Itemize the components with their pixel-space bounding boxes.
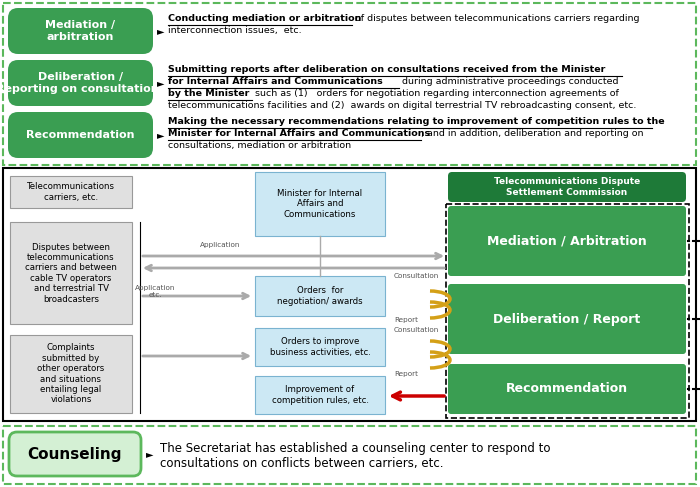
Text: The Secretariat has established a counseling center to respond to
consultations : The Secretariat has established a counse… bbox=[160, 442, 550, 470]
Text: Submitting reports after deliberation on consultations received from the Ministe: Submitting reports after deliberation on… bbox=[168, 65, 606, 74]
Text: Recommendation: Recommendation bbox=[506, 382, 628, 395]
Text: consultations, mediation or arbitration: consultations, mediation or arbitration bbox=[168, 141, 351, 150]
Bar bbox=[10, 222, 132, 324]
Text: such as (1)   orders for negotiation regarding interconnection agreements of: such as (1) orders for negotiation regar… bbox=[252, 89, 619, 98]
FancyBboxPatch shape bbox=[448, 364, 686, 414]
Text: Minister for Internal Affairs and Communications: Minister for Internal Affairs and Commun… bbox=[168, 129, 430, 138]
Text: Report: Report bbox=[394, 317, 418, 323]
FancyBboxPatch shape bbox=[9, 432, 141, 476]
Text: Report: Report bbox=[394, 371, 418, 377]
FancyBboxPatch shape bbox=[8, 112, 153, 158]
Text: for Internal Affairs and Communications: for Internal Affairs and Communications bbox=[168, 77, 383, 86]
Text: Application
etc.: Application etc. bbox=[135, 285, 176, 298]
Bar bbox=[255, 376, 385, 414]
Bar bbox=[255, 172, 385, 236]
FancyBboxPatch shape bbox=[8, 60, 153, 106]
FancyBboxPatch shape bbox=[8, 8, 153, 54]
Text: of disputes between telecommunications carriers regarding: of disputes between telecommunications c… bbox=[352, 14, 640, 23]
Text: ►: ► bbox=[158, 78, 164, 88]
Text: Consultation: Consultation bbox=[394, 273, 440, 279]
Text: Mediation /
arbitration: Mediation / arbitration bbox=[46, 20, 116, 42]
Text: Deliberation /
Reporting on consultations: Deliberation / Reporting on consultation… bbox=[0, 72, 165, 94]
Text: during administrative proceedings conducted: during administrative proceedings conduc… bbox=[399, 77, 619, 86]
Text: Making the necessary recommendations relating to improvement of competition rule: Making the necessary recommendations rel… bbox=[168, 117, 664, 126]
Text: Deliberation / Report: Deliberation / Report bbox=[494, 313, 640, 325]
Text: Counseling: Counseling bbox=[28, 447, 122, 462]
Text: Telecommunications Dispute
Settlement Commission: Telecommunications Dispute Settlement Co… bbox=[494, 177, 640, 197]
Text: interconnection issues,  etc.: interconnection issues, etc. bbox=[168, 26, 302, 35]
FancyBboxPatch shape bbox=[448, 284, 686, 354]
Text: Improvement of
competition rules, etc.: Improvement of competition rules, etc. bbox=[272, 385, 368, 405]
Text: by the Minister: by the Minister bbox=[168, 89, 249, 98]
Text: Mediation / Arbitration: Mediation / Arbitration bbox=[487, 235, 647, 247]
Text: ►: ► bbox=[158, 26, 164, 36]
Text: Orders  for
negotiation/ awards: Orders for negotiation/ awards bbox=[277, 286, 363, 306]
Text: Disputes between
telecommunications
carriers and between
cable TV operators
and : Disputes between telecommunications carr… bbox=[25, 243, 117, 303]
FancyBboxPatch shape bbox=[448, 172, 686, 202]
Text: Telecommunications
carriers, etc.: Telecommunications carriers, etc. bbox=[27, 182, 115, 202]
Bar bbox=[255, 328, 385, 366]
Text: , and in addition, deliberation and reporting on: , and in addition, deliberation and repo… bbox=[421, 129, 643, 138]
Text: ►: ► bbox=[146, 449, 154, 459]
Text: Consultation: Consultation bbox=[394, 327, 440, 333]
Text: Complaints
submitted by
other operators
and situations
entailing legal
violation: Complaints submitted by other operators … bbox=[37, 343, 104, 405]
Bar bbox=[446, 204, 689, 418]
Bar bbox=[3, 426, 696, 484]
Text: Minister for Internal
Affairs and
Communications: Minister for Internal Affairs and Commun… bbox=[277, 189, 363, 219]
Text: telecommunications facilities and (2)  awards on digital terrestrial TV rebroadc: telecommunications facilities and (2) aw… bbox=[168, 101, 636, 110]
Bar bbox=[10, 335, 132, 413]
Text: Conducting mediation or arbitration: Conducting mediation or arbitration bbox=[168, 14, 361, 23]
Bar bbox=[3, 3, 696, 165]
Text: Orders to improve
business activities, etc.: Orders to improve business activities, e… bbox=[270, 337, 370, 356]
Text: Application: Application bbox=[200, 242, 240, 248]
Bar bbox=[255, 276, 385, 316]
FancyBboxPatch shape bbox=[448, 206, 686, 276]
Bar bbox=[10, 176, 132, 208]
Bar bbox=[3, 168, 696, 421]
Text: Recommendation: Recommendation bbox=[27, 130, 134, 140]
Text: ►: ► bbox=[158, 130, 164, 140]
